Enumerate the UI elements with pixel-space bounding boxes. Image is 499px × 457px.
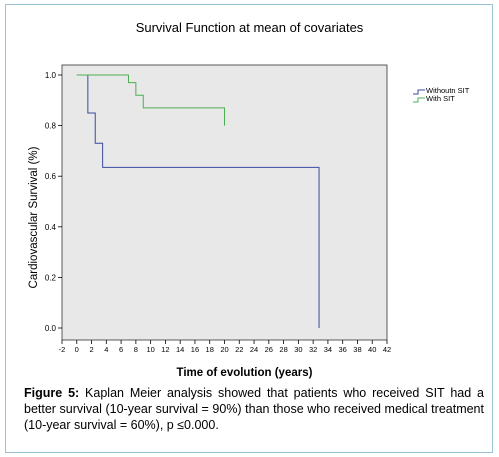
x-tick-label: 24 [250, 345, 258, 354]
y-tick-label: 0.6 [45, 172, 57, 181]
plot-area [61, 64, 388, 341]
x-tick-label: 22 [235, 345, 243, 354]
x-tick-label: 34 [324, 345, 332, 354]
x-tick-label: 42 [383, 345, 391, 354]
x-tick-label: 16 [191, 345, 199, 354]
y-axis-label: Cardiovascular Survival (%) [28, 146, 40, 288]
x-tick-label: 32 [309, 345, 317, 354]
y-tick-label: 0.4 [45, 223, 57, 232]
caption-label: Figure 5: [24, 386, 80, 400]
x-tick-label: 28 [279, 345, 287, 354]
x-tick-label: 6 [119, 345, 123, 354]
x-tick-label: 20 [220, 345, 228, 354]
x-tick-label: 38 [353, 345, 361, 354]
x-tick-label: 2 [89, 345, 93, 354]
x-tick-label: 4 [104, 345, 108, 354]
figure-caption: Figure 5: Kaplan Meier analysis showed t… [24, 385, 484, 433]
legend-label: Withoutn SIT [426, 86, 470, 95]
x-tick-label: 36 [339, 345, 347, 354]
y-tick-label: 0.2 [45, 273, 57, 282]
y-tick-label: 0.0 [45, 324, 57, 333]
legend-swatch [413, 97, 425, 103]
legend-swatch [413, 89, 425, 95]
x-tick-label: 10 [146, 345, 154, 354]
series-line-with-sit [76, 74, 225, 126]
x-axis-label: Time of evolution (years) [177, 367, 313, 379]
x-tick-label: 0 [75, 345, 79, 354]
x-tick-label: 26 [265, 345, 273, 354]
y-tick-label: 1.0 [45, 71, 57, 80]
y-tick-label: 0.8 [45, 122, 57, 131]
x-tick-label: 30 [294, 345, 302, 354]
x-tick-label: 14 [176, 345, 184, 354]
x-tick-label: 12 [161, 345, 169, 354]
x-tick-label: 18 [206, 345, 214, 354]
x-tick-label: 40 [368, 345, 376, 354]
chart-title: Survival Function at mean of covariates [135, 20, 364, 35]
caption-text: Kaplan Meier analysis showed that patien… [24, 386, 484, 432]
legend-label: With SIT [426, 94, 455, 103]
x-tick-label: -2 [59, 345, 66, 354]
x-tick-label: 8 [134, 345, 138, 354]
